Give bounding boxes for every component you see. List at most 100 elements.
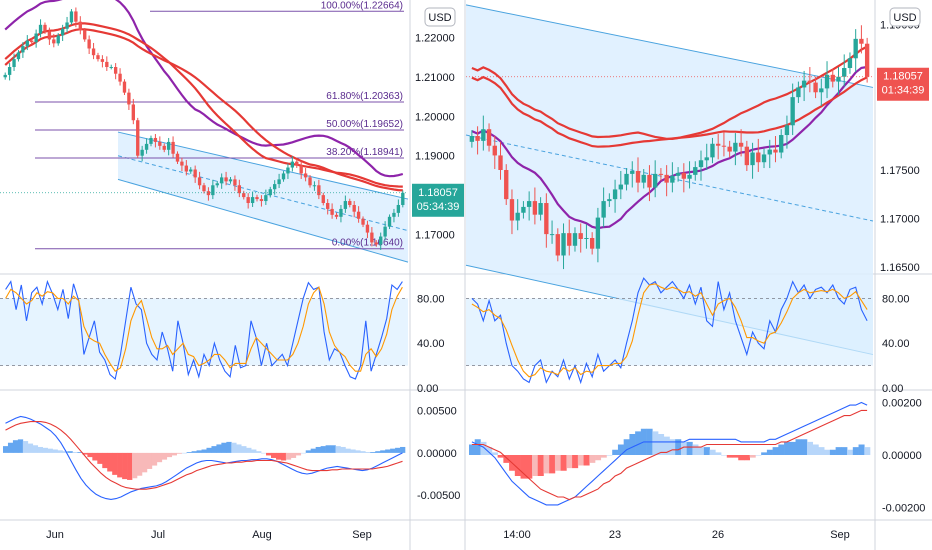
right-macd-hist-bar xyxy=(841,447,848,455)
right-candle-body xyxy=(738,142,744,147)
left-candle-body xyxy=(281,173,286,180)
right-candle-body xyxy=(842,68,847,77)
left-macd-hist-bar xyxy=(290,452,297,458)
right-macd-hist-bar xyxy=(675,439,682,455)
right-group: 1.165001.170001.175001.190001.USD1.18057… xyxy=(465,4,929,356)
right-macd-hist-bar xyxy=(623,439,630,455)
right-macd-ytick: 0.00000 xyxy=(882,450,922,462)
right-candle-body xyxy=(624,173,629,185)
left-macd-hist-bar xyxy=(156,452,163,463)
right-candle-body xyxy=(567,233,572,246)
right-candle-body xyxy=(658,173,664,175)
left-macd-hist-bar xyxy=(360,451,366,453)
right-candle-body xyxy=(641,174,646,183)
left-macd-hist-bar xyxy=(122,452,128,480)
left-candle-body xyxy=(122,81,127,93)
right-channel-mid xyxy=(465,134,874,222)
right-candle-body xyxy=(595,217,601,249)
right-macd-hist-bar xyxy=(469,444,476,455)
left-candle-body xyxy=(277,179,281,185)
left-macd-hist-bar xyxy=(17,439,24,453)
left-candle-body xyxy=(250,197,255,204)
left-candle-body xyxy=(401,192,405,205)
left-macd-hist-bar xyxy=(3,446,9,453)
right-candle-body xyxy=(509,199,515,221)
right-macd-hist-bar xyxy=(663,436,670,455)
left-macd-hist-bar xyxy=(22,441,29,453)
price-tag-value: 1.18057 xyxy=(883,71,923,83)
left-candle-body xyxy=(69,11,74,23)
right-candle-body xyxy=(475,136,480,141)
left-macd-hist-bar xyxy=(226,441,232,453)
left-candle-body xyxy=(78,21,82,31)
left-macd-hist-bar xyxy=(275,452,282,460)
left-candle-body xyxy=(25,40,29,47)
left-macd-hist-bar xyxy=(132,452,138,479)
xtick-left-2: Aug xyxy=(252,529,272,541)
left-macd-hist-bar xyxy=(27,443,34,453)
right-macd-hist-bar xyxy=(812,444,819,455)
right-macd-hist-bar xyxy=(669,439,676,455)
right-candle-body xyxy=(515,212,520,221)
right-macd-hist-bar xyxy=(589,455,596,463)
fib-label-3: 38.20%(1.18941) xyxy=(326,147,403,158)
right-macd-hist-bar xyxy=(801,439,808,455)
left-group: 100.00%(1.22664) 61.80%(1.20363) 50.00%(1.… xyxy=(0,0,464,263)
left-candle-body xyxy=(383,226,387,237)
left-candle-body xyxy=(197,177,202,186)
left-candle-body xyxy=(100,59,105,62)
left-macd-hist-bar xyxy=(196,450,202,453)
left-macd-hist-bar xyxy=(166,452,173,458)
left-ma-2 xyxy=(4,28,403,192)
right-candle-body xyxy=(847,58,853,68)
left-candle-body xyxy=(96,55,100,60)
right-candle-body xyxy=(779,135,784,153)
left-candle-body xyxy=(136,120,140,156)
left-macd-hist-bar xyxy=(37,446,44,453)
left-candle-body xyxy=(65,22,69,29)
right-candle-body xyxy=(819,88,824,93)
left-macd-hist-bar xyxy=(146,452,153,469)
left-stoch-ytick: 80.00 xyxy=(417,293,445,305)
right-macd-hist-bar xyxy=(497,455,504,458)
left-candle-body xyxy=(348,201,352,205)
right-macd-hist-bar xyxy=(543,455,550,474)
right-candle-body xyxy=(578,233,583,239)
left-macd-hist-bar xyxy=(112,452,118,475)
left-macd-hist-bar xyxy=(206,447,212,453)
right-channel-top xyxy=(465,4,874,88)
right-candle-body xyxy=(761,154,767,163)
right-macd-series-signal xyxy=(471,409,868,501)
left-macd-hist-bar xyxy=(300,452,307,454)
left-stoch-series-k xyxy=(5,279,403,381)
right-macd-hist-bar xyxy=(658,434,665,455)
left-macd-hist-bar xyxy=(380,450,386,453)
left-candle-body xyxy=(21,46,25,53)
left-stoch-series-d xyxy=(5,286,403,372)
left-macd-hist-bar xyxy=(7,442,14,453)
right-macd-hist-bar xyxy=(474,439,481,455)
left-macd-hist-bar xyxy=(370,452,376,453)
right-candle-body xyxy=(750,152,755,166)
left-ytick: 1.22000 xyxy=(415,32,455,44)
left-candle-body xyxy=(131,104,135,121)
left-macd-hist-bar xyxy=(176,452,182,454)
right-macd-hist-bar xyxy=(595,455,602,461)
right-macd-hist-bar xyxy=(789,441,796,455)
left-candle-body xyxy=(184,165,189,172)
left-macd-hist-bar xyxy=(127,452,133,480)
left-candle-body xyxy=(356,211,361,219)
right-candle-body xyxy=(675,172,681,176)
left-stoch-ytick: 0.00 xyxy=(417,383,438,395)
right-candle-body xyxy=(555,234,560,256)
right-macd-hist-bar xyxy=(818,447,825,455)
left-candle-body xyxy=(193,169,197,178)
right-candle-body xyxy=(481,129,486,141)
left-macd-hist-bar xyxy=(385,449,391,453)
left-candle-body xyxy=(339,208,343,217)
right-macd-hist-bar xyxy=(606,455,613,456)
left-macd-hist-bar xyxy=(52,449,58,453)
left-stoch-ytick: 40.00 xyxy=(417,338,445,350)
right-macd-hist-bar xyxy=(749,455,756,458)
left-macd-hist-bar xyxy=(395,447,401,453)
